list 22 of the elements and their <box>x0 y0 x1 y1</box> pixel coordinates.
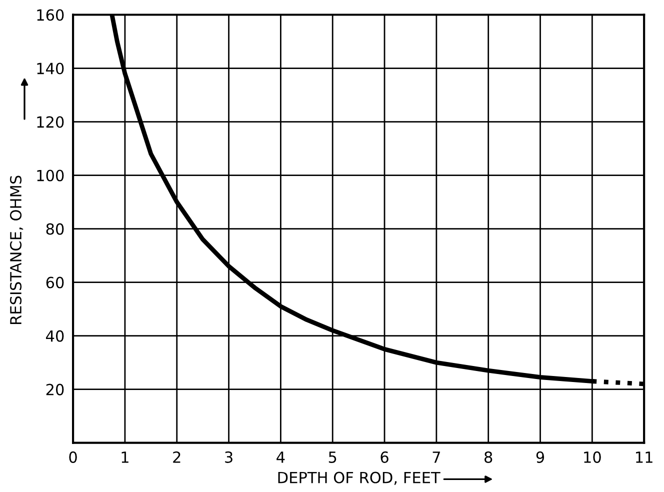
x-tick-label: 6 <box>380 451 388 463</box>
x-tick-label: 5 <box>328 452 336 463</box>
x-tick-label: 3 <box>225 451 232 463</box>
x-tick-label: 9 <box>536 451 544 463</box>
y-tick-label: 60 <box>46 276 64 288</box>
x-tick-label: 4 <box>276 452 285 463</box>
x-tick-label: 8 <box>484 451 492 463</box>
y-tick-label: 80 <box>46 223 64 235</box>
x-tick-label: 10 <box>584 451 601 463</box>
y-axis-title: RESISTANCE, OHMS <box>10 176 24 324</box>
y-tick-label: 20 <box>46 384 64 396</box>
x-tick-label: 1 <box>122 452 128 463</box>
y-tick-label: 100 <box>37 170 64 182</box>
x-tick-label: 0 <box>69 451 77 463</box>
x-tick-label: 7 <box>432 452 440 463</box>
y-tick-label: 120 <box>37 116 64 128</box>
x-axis-title: DEPTH OF ROD, FEET <box>278 472 440 485</box>
x-tick-label: 11 <box>636 452 652 463</box>
y-tick-label: 160 <box>37 9 64 21</box>
x-tick-label: 2 <box>173 451 180 463</box>
y-tick-label: 40 <box>46 330 64 342</box>
y-tick-label: 140 <box>37 62 64 74</box>
